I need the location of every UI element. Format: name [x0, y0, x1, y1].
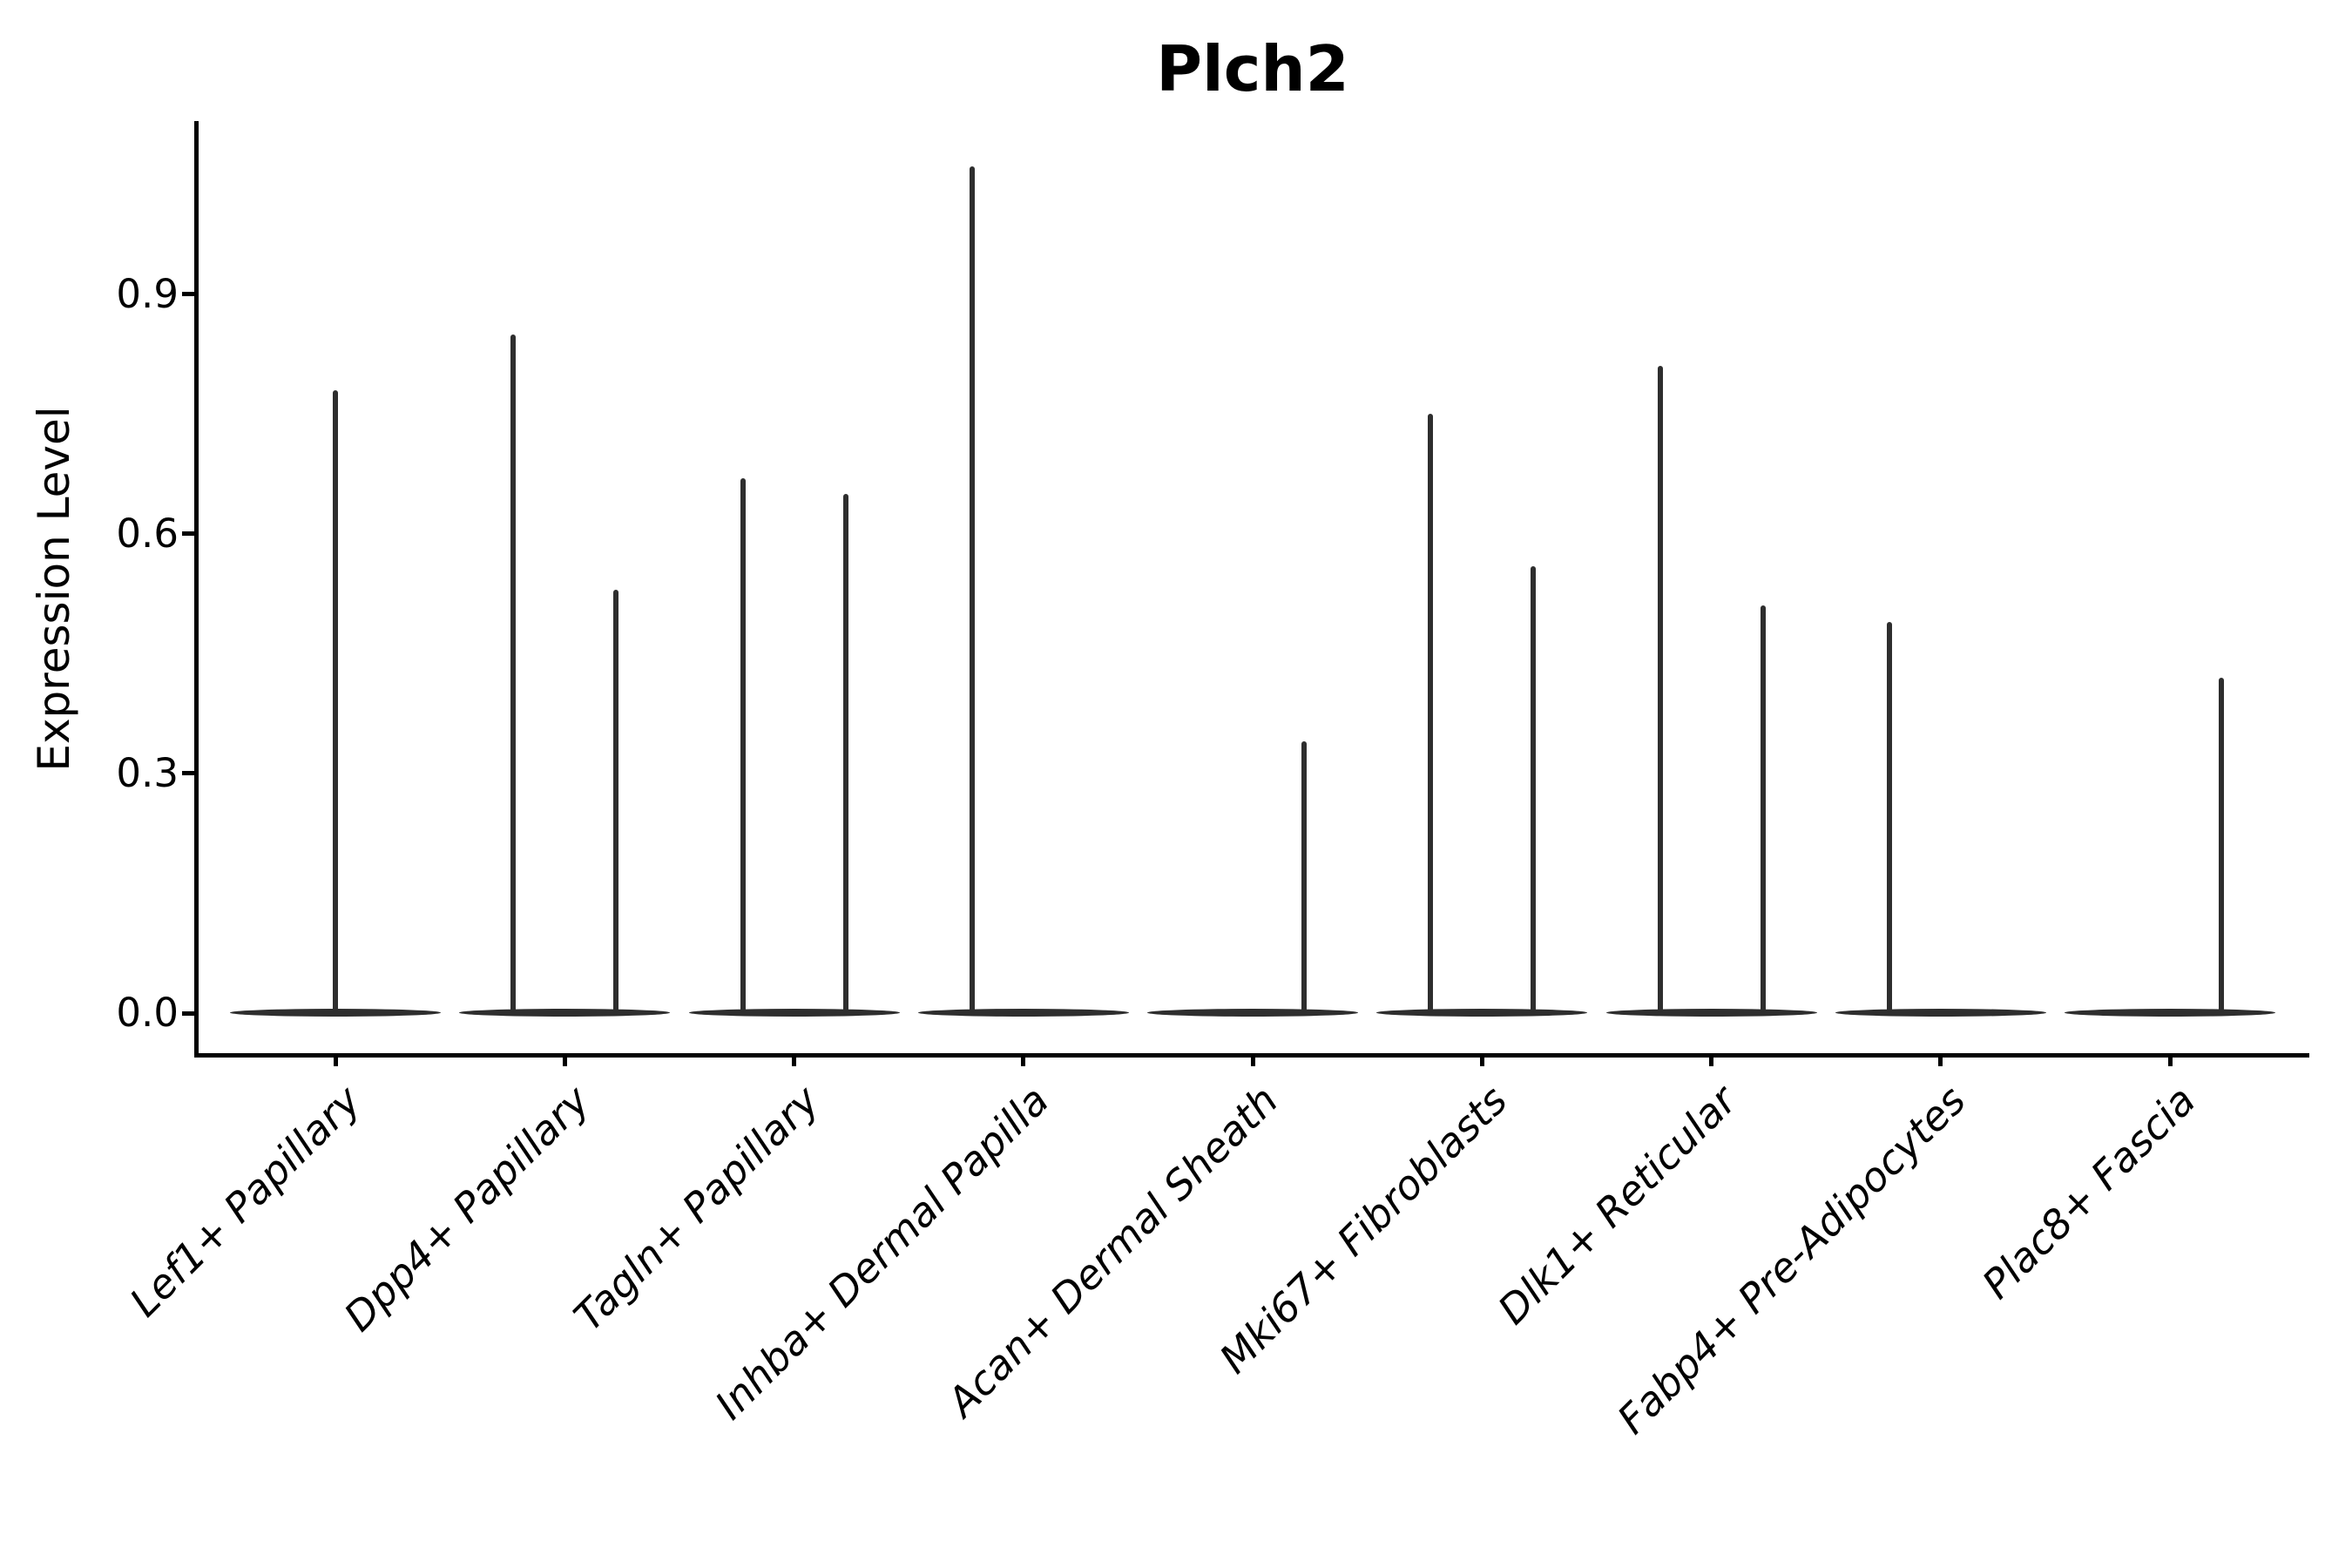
- violin-spike: [740, 477, 746, 1014]
- y-tick-mark: [182, 531, 195, 537]
- violin-spike: [842, 494, 848, 1014]
- violin-spike: [1886, 621, 1892, 1014]
- x-tick-label: Dpp4+ Papillary: [335, 1076, 599, 1341]
- x-tick-mark: [333, 1055, 338, 1066]
- y-tick-mark: [182, 1010, 195, 1016]
- x-tick-mark: [792, 1055, 796, 1066]
- violin-body: [1147, 1008, 1358, 1017]
- y-tick-label: 0.6: [116, 510, 179, 557]
- violin-spike: [1657, 366, 1663, 1014]
- violin-spike: [333, 389, 338, 1014]
- violin-spike: [1301, 741, 1307, 1014]
- x-tick-label: Plac8+ Fascia: [1972, 1076, 2205, 1308]
- x-tick-mark: [1709, 1055, 1713, 1066]
- x-tick-label: Tagln+ Papillary: [564, 1076, 828, 1341]
- violin-spike: [1428, 414, 1434, 1014]
- x-tick-mark: [1250, 1055, 1255, 1066]
- violin-body: [1605, 1008, 1817, 1017]
- violin-body: [459, 1008, 671, 1017]
- violin-spike: [2219, 677, 2224, 1014]
- x-tick-mark: [562, 1055, 567, 1066]
- x-tick-mark: [1938, 1055, 1943, 1066]
- x-tick-label: Lef1+ Papillary: [120, 1076, 370, 1326]
- y-axis-line: [194, 121, 199, 1058]
- y-tick-mark: [182, 292, 195, 297]
- violin-body: [1835, 1008, 2046, 1017]
- violin-spike: [1531, 565, 1537, 1014]
- violin-spike: [613, 590, 619, 1014]
- violin-spike: [510, 334, 517, 1014]
- x-tick-label: Dlk1+ Reticular: [1488, 1076, 1746, 1334]
- violin-body: [1376, 1008, 1588, 1017]
- violin-spike: [1760, 605, 1766, 1014]
- chart-title: Plch2: [1156, 32, 1349, 105]
- violin-spike: [969, 166, 975, 1014]
- violin-body: [688, 1008, 900, 1017]
- y-tick-mark: [182, 771, 195, 776]
- y-tick-label: 0.3: [116, 749, 179, 796]
- violin-body: [917, 1008, 1129, 1017]
- y-axis-label: Expression Level: [29, 406, 79, 772]
- x-tick-mark: [1021, 1055, 1026, 1066]
- y-tick-label: 0.0: [116, 990, 179, 1036]
- violin-body: [2065, 1008, 2275, 1017]
- y-tick-label: 0.9: [116, 270, 179, 317]
- x-tick-mark: [1479, 1055, 1484, 1066]
- x-tick-mark: [2167, 1055, 2173, 1066]
